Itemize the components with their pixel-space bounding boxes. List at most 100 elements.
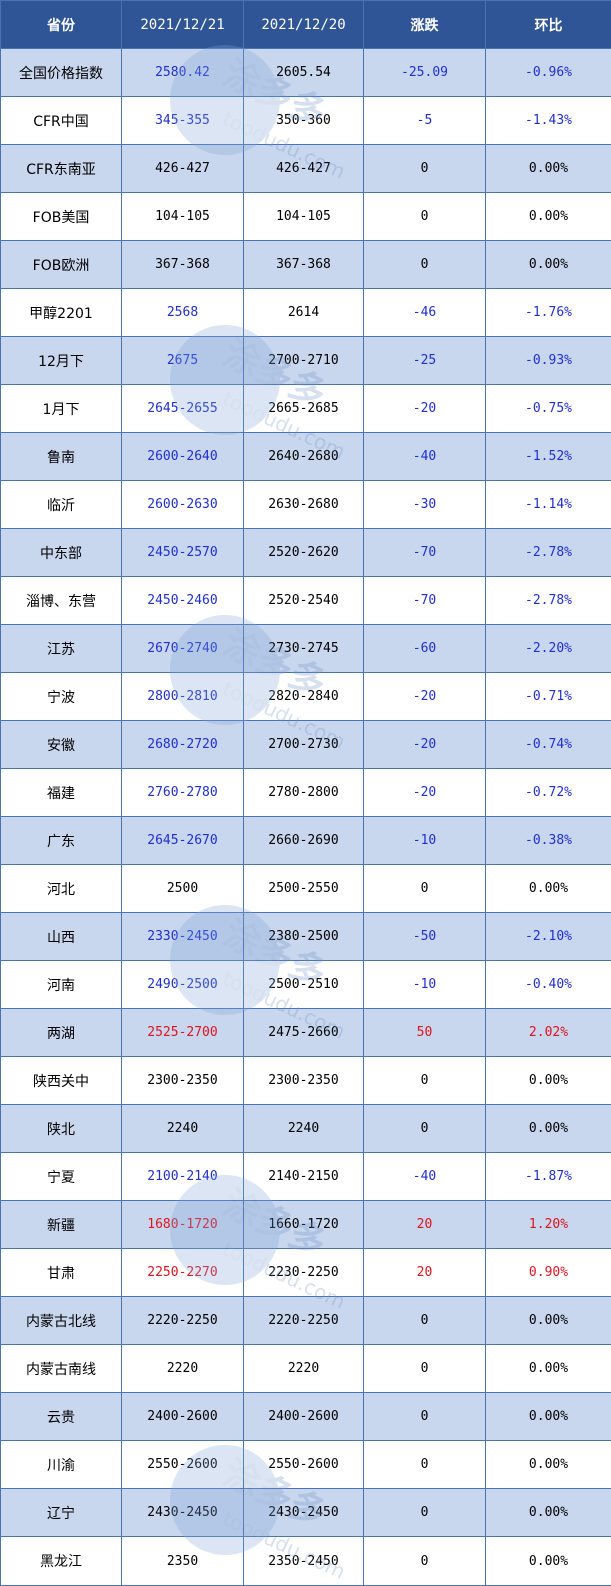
cell-ratio: -0.93% [486,337,611,385]
cell-province: FOB美国 [1,193,122,241]
cell-change: 0 [364,1393,486,1441]
cell-ratio: -0.40% [486,961,611,1009]
cell-province: 内蒙古北线 [1,1297,122,1345]
cell-price-1220: 2220-2250 [244,1297,364,1345]
cell-change: -20 [364,721,486,769]
cell-price-1220: 2520-2540 [244,577,364,625]
cell-price-1220: 104-105 [244,193,364,241]
cell-change: -20 [364,769,486,817]
cell-ratio: 0.00% [486,1489,611,1537]
cell-price-1220: 2630-2680 [244,481,364,529]
cell-change: 0 [364,1345,486,1393]
cell-change: -10 [364,961,486,1009]
cell-change: -70 [364,577,486,625]
cell-province: 陕北 [1,1105,122,1153]
cell-province: FOB欧洲 [1,241,122,289]
cell-ratio: -2.78% [486,577,611,625]
cell-price-1221: 2100-2140 [122,1153,244,1201]
cell-province: CFR东南亚 [1,145,122,193]
cell-price-1221: 2350 [122,1537,244,1586]
cell-province: 云贵 [1,1393,122,1441]
cell-ratio: -0.71% [486,673,611,721]
header-date-1221: 2021/12/21 [122,1,244,49]
cell-price-1221: 2760-2780 [122,769,244,817]
table-header-row: 省份 2021/12/21 2021/12/20 涨跌 环比 [1,1,611,49]
cell-province: 内蒙古南线 [1,1345,122,1393]
cell-ratio: 0.00% [486,865,611,913]
cell-province: 甲醇2201 [1,289,122,337]
cell-ratio: 0.00% [486,241,611,289]
cell-province: 12月下 [1,337,122,385]
cell-price-1221: 2450-2570 [122,529,244,577]
cell-change: -25.09 [364,49,486,97]
cell-price-1221: 2675 [122,337,244,385]
cell-ratio: -2.78% [486,529,611,577]
cell-price-1220: 2660-2690 [244,817,364,865]
cell-price-1220: 367-368 [244,241,364,289]
cell-change: -40 [364,433,486,481]
cell-change: 0 [364,865,486,913]
cell-price-1220: 2780-2800 [244,769,364,817]
cell-price-1220: 426-427 [244,145,364,193]
cell-province: 安徽 [1,721,122,769]
cell-ratio: -0.38% [486,817,611,865]
cell-price-1220: 2605.54 [244,49,364,97]
cell-price-1221: 2600-2630 [122,481,244,529]
cell-province: 鲁南 [1,433,122,481]
cell-price-1221: 2330-2450 [122,913,244,961]
cell-price-1221: 2490-2500 [122,961,244,1009]
cell-province: 临沂 [1,481,122,529]
cell-province: 宁波 [1,673,122,721]
cell-ratio: 0.90% [486,1249,611,1297]
cell-ratio: 0.00% [486,1105,611,1153]
cell-price-1221: 2430-2450 [122,1489,244,1537]
cell-change: 0 [364,1105,486,1153]
cell-ratio: 0.00% [486,1537,611,1586]
cell-ratio: 0.00% [486,1057,611,1105]
cell-province: 河南 [1,961,122,1009]
cell-price-1221: 2580.42 [122,49,244,97]
cell-price-1221: 426-427 [122,145,244,193]
cell-price-1221: 2400-2600 [122,1393,244,1441]
cell-price-1220: 2640-2680 [244,433,364,481]
cell-change: -70 [364,529,486,577]
header-ratio: 环比 [486,1,611,49]
cell-change: -5 [364,97,486,145]
cell-change: -50 [364,913,486,961]
cell-ratio: 0.00% [486,1441,611,1489]
cell-price-1220: 2550-2600 [244,1441,364,1489]
cell-province: 辽宁 [1,1489,122,1537]
cell-ratio: -1.76% [486,289,611,337]
cell-change: 0 [364,1057,486,1105]
cell-price-1221: 2250-2270 [122,1249,244,1297]
cell-price-1220: 2300-2350 [244,1057,364,1105]
cell-change: 0 [364,241,486,289]
cell-change: 50 [364,1009,486,1057]
cell-ratio: -2.20% [486,625,611,673]
cell-price-1221: 2300-2350 [122,1057,244,1105]
cell-province: 福建 [1,769,122,817]
cell-ratio: 0.00% [486,1345,611,1393]
cell-price-1221: 2500 [122,865,244,913]
cell-change: -40 [364,1153,486,1201]
cell-change: -10 [364,817,486,865]
cell-ratio: -0.96% [486,49,611,97]
cell-price-1220: 2700-2730 [244,721,364,769]
cell-price-1220: 2430-2450 [244,1489,364,1537]
